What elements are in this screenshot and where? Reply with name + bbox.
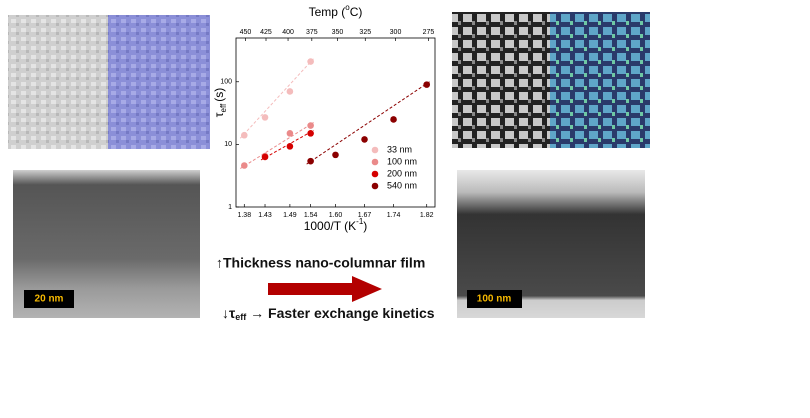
legend-label: 200 nm bbox=[387, 168, 417, 178]
data-point bbox=[307, 157, 314, 165]
legend-marker bbox=[371, 182, 379, 190]
legend-label: 540 nm bbox=[387, 180, 417, 190]
sem-colored-image bbox=[550, 12, 650, 148]
data-point bbox=[261, 153, 269, 161]
y-axis-title-sub: eff bbox=[219, 103, 228, 113]
x2-tick-label: 275 bbox=[423, 29, 435, 36]
legend-marker bbox=[371, 170, 379, 178]
x-tick-label: 1.43 bbox=[258, 212, 272, 219]
x2-tick-label: 425 bbox=[260, 29, 272, 36]
caption-line: ↓τeff → Faster exchange kinetics bbox=[222, 305, 435, 323]
legend-label: 100 nm bbox=[387, 156, 417, 166]
axis-title-text: C) bbox=[350, 5, 363, 19]
x-tick-label: 1.82 bbox=[420, 212, 434, 219]
x2-tick-label: 400 bbox=[282, 29, 294, 36]
axis-title-text: Temp ( bbox=[309, 5, 346, 19]
data-point bbox=[307, 122, 314, 129]
x-tick-label: 1.54 bbox=[304, 212, 318, 219]
data-point bbox=[286, 143, 294, 150]
y-axis-title: τeff(s) bbox=[212, 88, 228, 118]
legend-marker bbox=[371, 158, 379, 166]
data-point bbox=[240, 162, 248, 169]
scale-bar-label: 20 nm bbox=[35, 294, 64, 305]
x-axis-title: 1000/T (K-1) bbox=[304, 217, 368, 233]
data-point bbox=[307, 58, 314, 65]
axis-title-sup: o bbox=[345, 3, 350, 12]
data-point bbox=[423, 81, 431, 88]
fit-line bbox=[239, 58, 314, 139]
arrow bbox=[268, 276, 382, 302]
fit-line bbox=[240, 122, 314, 169]
y-axis-title-unit: (s) bbox=[212, 88, 226, 102]
x-axis-title-sup: -1 bbox=[356, 217, 364, 226]
caption-symbol: ↓τ bbox=[222, 305, 236, 321]
data-point bbox=[240, 131, 248, 139]
data-point bbox=[286, 88, 294, 95]
data-point bbox=[361, 136, 368, 143]
x-tick-label: 1.67 bbox=[358, 212, 372, 219]
x2-tick-label: 300 bbox=[390, 29, 402, 36]
x2-tick-label: 325 bbox=[359, 29, 371, 36]
legend-label: 33 nm bbox=[387, 144, 412, 154]
data-point bbox=[286, 130, 294, 137]
plot: 1.38 1.43 1.49 1.54 1.60 1.67 1.74 1.82 450 425 40… bbox=[212, 3, 436, 233]
scale-bar-box bbox=[467, 290, 522, 308]
x2-tick-label: 375 bbox=[306, 29, 318, 36]
caption-text: → Faster exchange kinetics bbox=[246, 305, 435, 321]
scale-bar-label: 100 nm bbox=[477, 294, 512, 305]
y-tick-label: 100 bbox=[220, 79, 232, 86]
data-point bbox=[390, 116, 397, 123]
y-tick-label: 10 bbox=[224, 141, 232, 148]
y-tick-label: 1 bbox=[228, 204, 232, 211]
x-tick-label: 1.38 bbox=[237, 212, 251, 219]
sem-image bbox=[8, 15, 108, 149]
sem-colored-image bbox=[108, 15, 210, 149]
caption-line: ↑Thickness nano-columnar film bbox=[216, 255, 425, 271]
x-axis-title-text: ) bbox=[363, 219, 367, 233]
scale-bar-box bbox=[24, 290, 74, 308]
axis-title: Temp (oC) bbox=[309, 3, 363, 19]
x2-tick-label: 350 bbox=[332, 29, 344, 36]
data-point bbox=[261, 114, 269, 121]
y-axis-title-symbol: τ bbox=[212, 112, 226, 117]
sem-image bbox=[452, 12, 550, 148]
x-axis-title-text: 1000/T (K bbox=[304, 219, 356, 233]
data-point bbox=[307, 130, 314, 137]
x-tick-label: 1.74 bbox=[387, 212, 401, 219]
data-point bbox=[332, 151, 339, 159]
x-tick-label: 1.49 bbox=[283, 212, 297, 219]
caption-subscript: eff bbox=[235, 312, 247, 322]
legend-marker bbox=[371, 146, 379, 154]
x-tick-label: 1.60 bbox=[329, 212, 343, 219]
x2-tick-label: 450 bbox=[240, 29, 252, 36]
